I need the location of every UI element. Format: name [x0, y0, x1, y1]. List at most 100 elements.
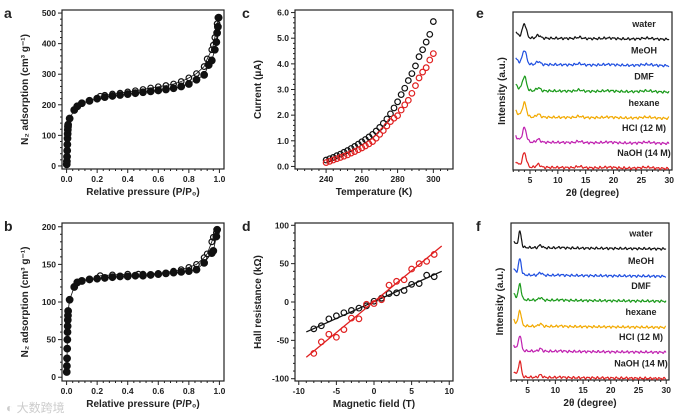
panel-letter: a	[4, 5, 12, 21]
data-point	[177, 266, 185, 274]
data-point	[85, 96, 94, 105]
data-point	[147, 84, 155, 92]
data-point	[400, 287, 408, 294]
trace-label: water	[628, 229, 653, 239]
data-point	[146, 271, 155, 279]
data-point	[212, 229, 220, 237]
data-point	[214, 14, 222, 22]
data-point	[408, 89, 416, 97]
y-tick-label: 6.0	[277, 8, 289, 18]
data-point	[372, 134, 380, 142]
data-point	[154, 270, 162, 277]
xrd-curve	[515, 101, 670, 121]
series-line	[100, 232, 217, 277]
trace-label: DMF	[634, 72, 654, 82]
y-tick-label: 150	[42, 259, 56, 269]
data-point	[85, 275, 94, 284]
series-black	[322, 18, 437, 164]
data-point	[351, 148, 359, 155]
data-point	[394, 112, 401, 120]
panel-a: a 0.0 0.2 0.4 0.6 0.8 1.0 0 100 200 300 400 500 Relat…	[4, 5, 226, 198]
x-axis-label: Relative pressure (P/P₀)	[86, 187, 199, 198]
data-point	[192, 265, 201, 274]
y-axis-label: Intensity (a.u.)	[497, 57, 508, 125]
trace-hcl-12-m-: HCl (12 M)	[513, 332, 667, 355]
x-tick-label: 0.4	[122, 386, 134, 396]
data-point	[116, 89, 124, 97]
data-point	[209, 233, 217, 241]
trace-meoh: MeOH	[513, 256, 666, 279]
y-tick-label: 0	[284, 297, 289, 307]
data-point	[124, 88, 132, 96]
x-tick-label: 1.0	[214, 386, 226, 396]
panel-letter: d	[242, 218, 251, 234]
data-point	[200, 63, 208, 70]
x-tick-label: 20	[609, 175, 619, 185]
data-point	[401, 101, 409, 109]
x-axis-label: Magnetic field (T)	[333, 399, 415, 410]
data-point	[185, 74, 193, 82]
data-point	[423, 257, 431, 265]
series-red	[322, 50, 437, 166]
plot-frame	[61, 9, 225, 170]
data-point	[192, 75, 201, 84]
data-point	[419, 46, 427, 54]
data-point	[124, 270, 132, 278]
data-point	[340, 152, 348, 160]
fit-line	[305, 245, 443, 358]
data-point	[65, 114, 74, 123]
data-point	[344, 151, 351, 159]
data-point	[426, 56, 434, 64]
data-point	[404, 77, 412, 84]
trace-hexane: hexane	[515, 98, 670, 121]
series-adsorption	[62, 225, 222, 376]
data-point	[387, 110, 394, 118]
y-tick-label: 2.0	[277, 110, 289, 120]
x-tick-label: 5	[409, 386, 414, 396]
y-tick-label: 0.0	[277, 161, 289, 171]
data-point	[63, 335, 72, 344]
panel-letter: c	[242, 5, 250, 21]
data-point	[340, 326, 348, 334]
y-tick-label: 0	[51, 372, 56, 382]
y-tick-label: 200	[42, 100, 56, 110]
data-point	[387, 118, 394, 125]
data-point	[370, 300, 378, 307]
data-point	[415, 260, 423, 268]
data-point	[347, 149, 355, 157]
data-point	[336, 154, 344, 161]
data-point	[177, 82, 186, 91]
y-tick-label: 5.0	[277, 33, 289, 43]
x-tick-label: 10	[553, 175, 563, 185]
data-point	[326, 155, 334, 163]
y-tick-label: 500	[42, 8, 56, 18]
x-tick-label: -5	[333, 386, 341, 396]
data-point	[423, 271, 431, 279]
xrd-curve	[515, 50, 670, 68]
panel-f: f 5 10 15 20 25 30 2θ (degree) Intensity (a.u.) w…	[476, 218, 671, 409]
data-point	[390, 104, 398, 112]
x-tick-label: 280	[390, 174, 404, 184]
data-point	[77, 99, 86, 108]
x-tick-label: 300	[426, 174, 440, 184]
data-point	[415, 74, 423, 82]
data-point	[193, 260, 200, 268]
data-point	[317, 338, 325, 346]
trace-naoh-14-m-: NaOH (14 M)	[515, 148, 671, 171]
data-point	[383, 122, 391, 130]
data-point	[393, 277, 400, 285]
x-axis-label: Temperature (K)	[336, 187, 413, 198]
y-axis-label: Intensity (a.u.)	[495, 268, 506, 336]
trace-label: hexane	[628, 98, 659, 108]
series-line	[66, 229, 218, 372]
data-point	[355, 315, 363, 323]
x-tick-label: 0.0	[61, 386, 73, 396]
data-point	[358, 144, 366, 152]
data-point	[370, 297, 378, 305]
data-point	[63, 354, 71, 363]
trace-label: DMF	[631, 281, 651, 291]
x-tick-label: 0.8	[183, 386, 195, 396]
y-tick-label: 400	[42, 39, 56, 49]
y-axis-label: Current (μA)	[253, 60, 264, 119]
